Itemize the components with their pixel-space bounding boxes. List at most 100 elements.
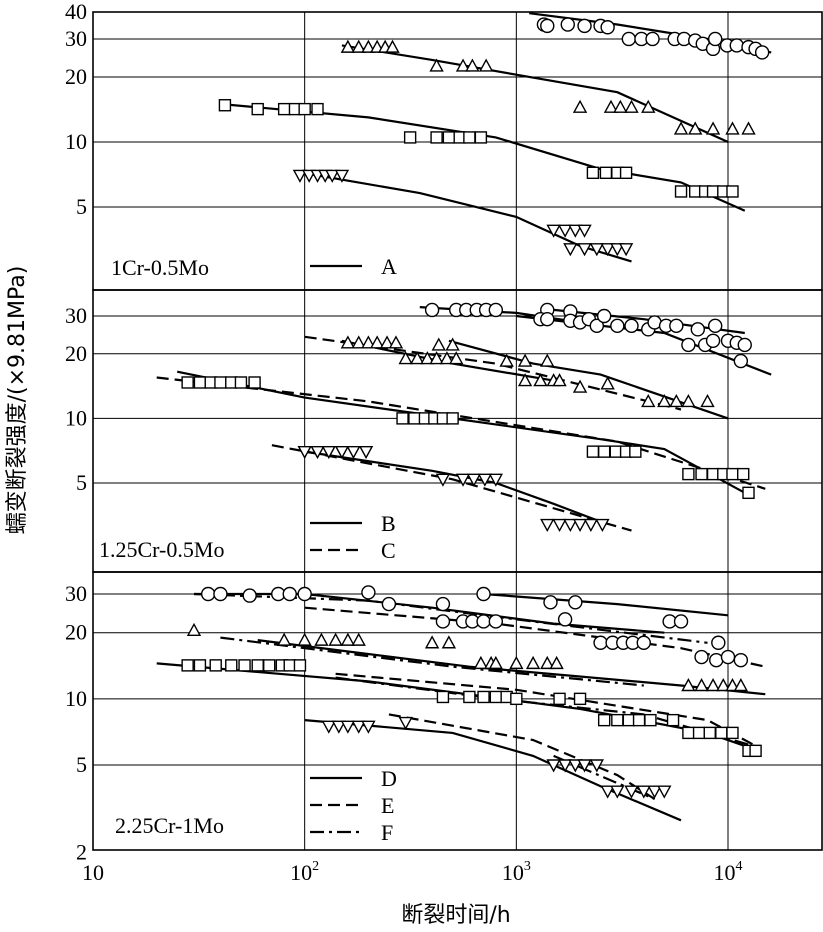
- data-point-triangle: [624, 99, 639, 113]
- data-point-triangle: [540, 655, 555, 670]
- data-point-triangle-down: [334, 445, 350, 460]
- panel-labels: 1Cr-0.5Mo 1.25Cr-0.5Mo 2.25Cr-1Mo: [99, 255, 224, 838]
- data-point-square: [408, 412, 421, 425]
- data-point-square: [682, 726, 695, 740]
- panel-label: 2.25Cr-1Mo: [115, 813, 224, 838]
- data-point-triangle-down: [568, 759, 583, 773]
- data-point-triangle: [552, 373, 567, 387]
- data-point-triangle-down: [577, 224, 592, 238]
- data-point-square: [446, 412, 459, 425]
- data-point-circle: [636, 635, 651, 650]
- data-point-circle: [476, 614, 491, 629]
- data-point-circle: [435, 614, 451, 629]
- data-point-triangle: [388, 335, 404, 349]
- series-line-solid: [176, 370, 746, 494]
- y-tick-label: 10: [65, 129, 87, 154]
- data-point-triangle: [509, 655, 524, 670]
- data-point-triangle: [429, 58, 444, 72]
- data-point-triangle-down: [351, 720, 366, 734]
- data-point-triangle: [572, 379, 588, 393]
- data-point-circle: [621, 31, 637, 47]
- data-point-triangle-down: [540, 518, 555, 533]
- data-point-triangle: [641, 393, 656, 408]
- data-point-circle: [361, 585, 376, 600]
- data-point-square: [193, 376, 207, 389]
- data-point-triangle: [449, 351, 464, 365]
- data-point-triangle: [613, 99, 628, 113]
- data-point-triangle-down: [398, 716, 413, 731]
- data-point-triangle-down: [610, 785, 625, 799]
- data-point-square: [553, 692, 566, 706]
- data-point-triangle: [603, 99, 619, 113]
- data-point-circle: [476, 586, 491, 602]
- data-point-triangle: [700, 393, 715, 408]
- y-tick-label: 10: [65, 686, 87, 711]
- data-point-circle: [681, 337, 696, 353]
- data-point-circle: [297, 586, 312, 602]
- data-point-circle: [200, 586, 216, 602]
- data-point-triangle: [420, 351, 435, 365]
- data-point-square: [463, 690, 476, 704]
- data-point-triangle-down: [600, 243, 615, 257]
- data-point-triangle: [673, 121, 689, 135]
- series-line-dashdot: [553, 754, 656, 801]
- data-point-triangle: [549, 655, 564, 670]
- panel-frame: [92, 571, 823, 851]
- data-point-triangle: [669, 393, 684, 408]
- y-tick-label: 5: [76, 470, 87, 495]
- x-tick-label: 104: [714, 859, 743, 885]
- data-point-triangle-down: [435, 473, 451, 487]
- data-point-triangle: [398, 351, 413, 365]
- data-point-triangle-down: [325, 169, 340, 183]
- y-tick-label: 5: [76, 752, 87, 777]
- data-point-triangle: [340, 39, 356, 53]
- data-point-triangle: [681, 678, 696, 692]
- series-line-solid: [483, 592, 729, 617]
- data-point-triangle-down: [331, 720, 347, 734]
- data-point-circle: [694, 649, 709, 665]
- data-point-triangle-down: [647, 785, 662, 799]
- data-point-triangle-down: [589, 759, 604, 773]
- data-point-triangle: [517, 353, 533, 367]
- data-point-triangle-down: [618, 243, 634, 257]
- data-point-triangle: [409, 351, 425, 365]
- data-point-square: [403, 131, 417, 144]
- data-point-square: [396, 412, 409, 425]
- data-point-triangle: [297, 632, 312, 646]
- data-point-triangle: [186, 622, 202, 637]
- data-point-square: [726, 185, 739, 198]
- series-line-solid: [304, 719, 682, 822]
- data-point-circle: [673, 614, 689, 629]
- data-point-square: [703, 726, 716, 740]
- data-point-triangle-down: [334, 169, 350, 183]
- data-point-circle: [596, 308, 612, 324]
- data-point-circle: [381, 596, 397, 612]
- data-point-square: [251, 102, 264, 116]
- data-point-triangle-down: [292, 169, 308, 183]
- data-point-square: [218, 99, 232, 112]
- data-point-triangle: [600, 376, 615, 390]
- data-point-triangle-down: [546, 759, 561, 773]
- data-point-triangle: [429, 351, 444, 365]
- data-point-triangle-down: [577, 243, 592, 257]
- panel-label: 1.25Cr-0.5Mo: [99, 537, 224, 562]
- data-point-triangle-down: [600, 785, 615, 799]
- data-point-circle: [424, 302, 440, 318]
- legends: A BC DEF: [310, 254, 397, 845]
- x-axis-title: 断裂时间/h: [401, 903, 510, 928]
- data-point-triangle-down: [552, 518, 567, 533]
- series-line-dashdot: [220, 636, 644, 687]
- series-line-solid: [194, 592, 665, 634]
- y-tick-label: 20: [65, 620, 87, 645]
- data-point-triangle: [540, 353, 555, 367]
- data-point-triangle-down: [488, 473, 503, 487]
- data-point-square: [749, 744, 762, 758]
- data-point-triangle: [533, 373, 548, 387]
- plot-frame: [92, 11, 823, 851]
- data-point-triangle: [705, 121, 721, 135]
- data-point-square: [666, 713, 680, 727]
- data-point-triangle-down: [321, 720, 336, 734]
- series-line-dashed: [271, 444, 632, 532]
- data-point-triangle: [328, 632, 343, 646]
- data-point-square: [726, 726, 739, 740]
